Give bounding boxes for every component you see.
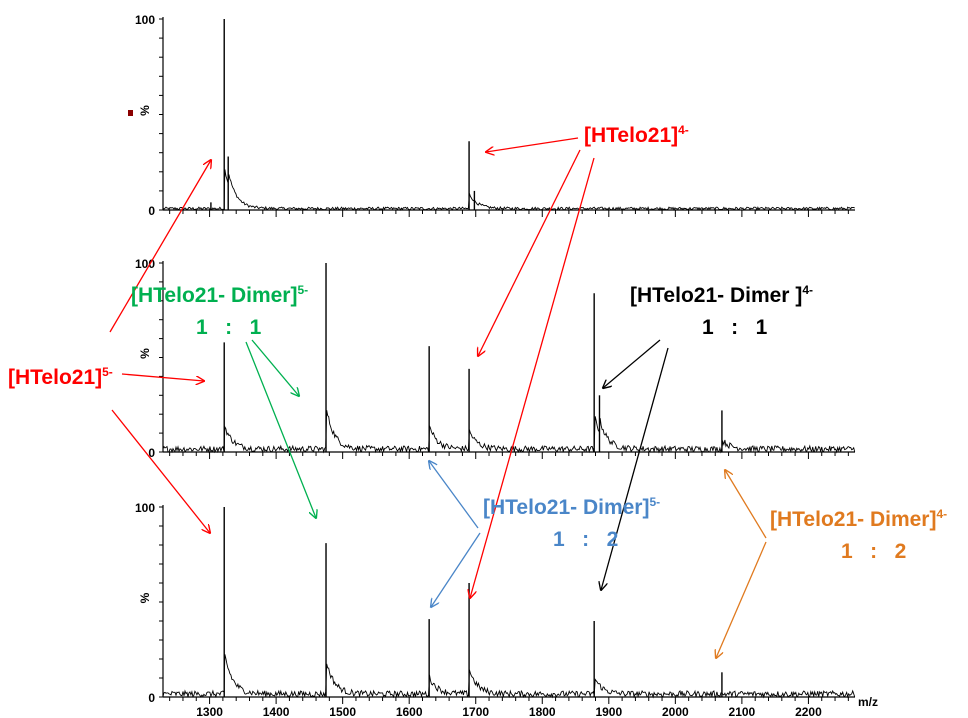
arrow-htelo21-4-middle xyxy=(478,149,581,356)
arrow-dimer4-orange-bottom xyxy=(716,541,767,658)
label-dimer5-green: [HTelo21- Dimer]5- xyxy=(131,283,308,307)
y-tick-label-100: 100 xyxy=(135,13,155,27)
ratio-dimer4-orange: 1 : 2 xyxy=(841,540,906,563)
label-htelo21-5: [HTelo21]5- xyxy=(8,365,113,389)
spectrum-trace xyxy=(162,410,856,454)
spectrum-panel-bottom: 100% 0 xyxy=(135,501,856,705)
y-tick-label-0: 0 xyxy=(148,691,155,705)
annotation-arrows xyxy=(109,137,767,658)
x-tick-label-2200: 2200 xyxy=(795,705,822,718)
x-tick-label-1800: 1800 xyxy=(529,705,556,718)
axis-marker xyxy=(128,110,133,116)
ratio-dimer5-green: 1 : 1 xyxy=(196,316,262,339)
label-dimer4-black: [HTelo21- Dimer ]4- xyxy=(630,283,813,307)
arrow-htelo21-4-bottom xyxy=(470,157,595,598)
arrow-htelo21-5-bottom xyxy=(111,409,210,533)
x-tick-label-2000: 2000 xyxy=(662,705,689,718)
x-tick-label-1400: 1400 xyxy=(263,705,290,718)
x-tick-label-1600: 1600 xyxy=(396,705,423,718)
y-tick-label-0: 0 xyxy=(148,204,155,218)
x-tick-label-2100: 2100 xyxy=(729,705,756,718)
arrow-dimer4-orange-middle xyxy=(725,470,767,539)
arrow-dimer4-black-bottom xyxy=(601,347,669,590)
x-tick-label-1300: 1300 xyxy=(196,705,223,718)
y-unit-label: % xyxy=(138,592,152,603)
ratio-dimer4-black: 1 : 1 xyxy=(702,316,768,339)
label-htelo21-4: [HTelo21]4- xyxy=(584,123,689,147)
x-axis-label: m/z xyxy=(858,695,878,709)
arrow-dimer4-black-middle xyxy=(603,339,661,388)
spectrum-panel-top: 100% 0 xyxy=(135,13,855,218)
x-tick-label-1900: 1900 xyxy=(595,705,622,718)
arrow-htelo21-5-top xyxy=(109,160,211,333)
x-tick-labels: 1300 1400 1500 1600 1700 1800 1900 2000 2100 2200 xyxy=(196,705,822,718)
x-tick-label-1500: 1500 xyxy=(329,705,356,718)
y-unit-label: % xyxy=(138,348,152,359)
arrow-dimer5-green-middle xyxy=(251,339,299,396)
x-tick-label-1700: 1700 xyxy=(462,705,489,718)
spectrum-panel-middle: 100% 0 xyxy=(135,257,856,460)
arrow-dimer5-blue-bottom xyxy=(431,532,481,607)
arrow-htelo21-4-top xyxy=(486,137,579,152)
y-tick-label-100: 100 xyxy=(135,501,155,515)
y-tick-label-100: 100 xyxy=(135,257,155,271)
arrow-htelo21-5-middle xyxy=(121,373,204,381)
y-tick-label-0: 0 xyxy=(148,446,155,460)
label-dimer5-blue: [HTelo21- Dimer]5- xyxy=(483,495,660,519)
arrow-dimer5-blue-middle xyxy=(429,461,479,529)
ratio-dimer5-blue: 1 : 2 xyxy=(553,528,618,551)
arrow-dimer5-green-bottom xyxy=(245,341,316,518)
label-dimer4-orange: [HTelo21- Dimer]4- xyxy=(770,507,947,531)
spectrum-trace xyxy=(162,654,856,699)
spectrum-trace xyxy=(162,169,855,212)
y-unit-label: % xyxy=(138,105,152,116)
spectrum-panels: 100% 0 100% 0 100% 0 xyxy=(135,13,856,705)
